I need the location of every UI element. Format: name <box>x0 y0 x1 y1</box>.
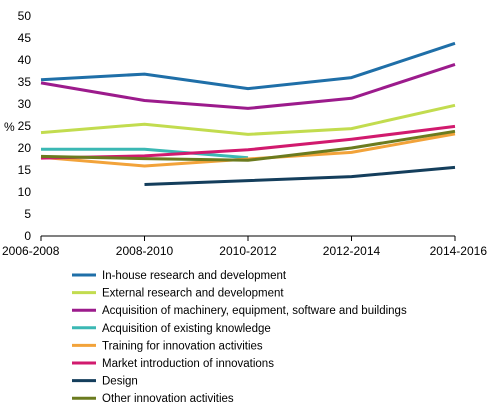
series-line <box>40 41 456 91</box>
x-tick-label: 2012-2014 <box>323 244 381 258</box>
legend-label: External research and development <box>102 288 284 300</box>
y-tick-label: 20 <box>18 141 32 155</box>
y-tick-label: 10 <box>18 185 32 199</box>
legend-label: Market introduction of innovations <box>102 358 274 370</box>
legend-label: Other innovation activities <box>102 393 234 404</box>
x-axis: 2006-2008 2008-2010 2010-2012 2012-2014 2014… <box>2 235 488 258</box>
y-tick-label: 40 <box>18 53 32 67</box>
legend-label: Training for innovation activities <box>102 340 263 352</box>
y-tick-label: 15 <box>18 163 32 177</box>
y-tick-label: 0 <box>24 229 31 243</box>
legend-label: In-house research and development <box>102 270 287 282</box>
x-tick-label: 2008-2010 <box>116 244 174 258</box>
x-tick-label: 2006-2008 <box>2 244 60 258</box>
x-tick-label: 2014-2016 <box>430 244 488 258</box>
legend: In-house research and development Externa… <box>72 270 407 405</box>
series-line <box>40 62 456 110</box>
y-tick-label: 45 <box>18 31 32 45</box>
series-line <box>40 129 456 162</box>
y-tick-label: 25 <box>18 119 32 133</box>
y-axis-label: % <box>4 120 15 134</box>
series-line <box>41 147 249 160</box>
y-axis: 0 5 10 15 20 25 30 35 40 45 50 <box>18 9 32 243</box>
x-tick-label: 2010-2012 <box>219 244 277 258</box>
series-line <box>40 103 456 136</box>
legend-label: Acquisition of existing knowledge <box>102 323 271 335</box>
plot-area <box>40 41 456 186</box>
y-tick-label: 30 <box>18 97 32 111</box>
y-tick-label: 5 <box>24 207 31 221</box>
legend-label: Design <box>102 376 138 388</box>
y-tick-label: 35 <box>18 75 32 89</box>
y-tick-label: 50 <box>18 9 32 23</box>
series-line <box>144 165 456 186</box>
legend-label: Acquisition of machinery, equipment, sof… <box>102 305 407 317</box>
